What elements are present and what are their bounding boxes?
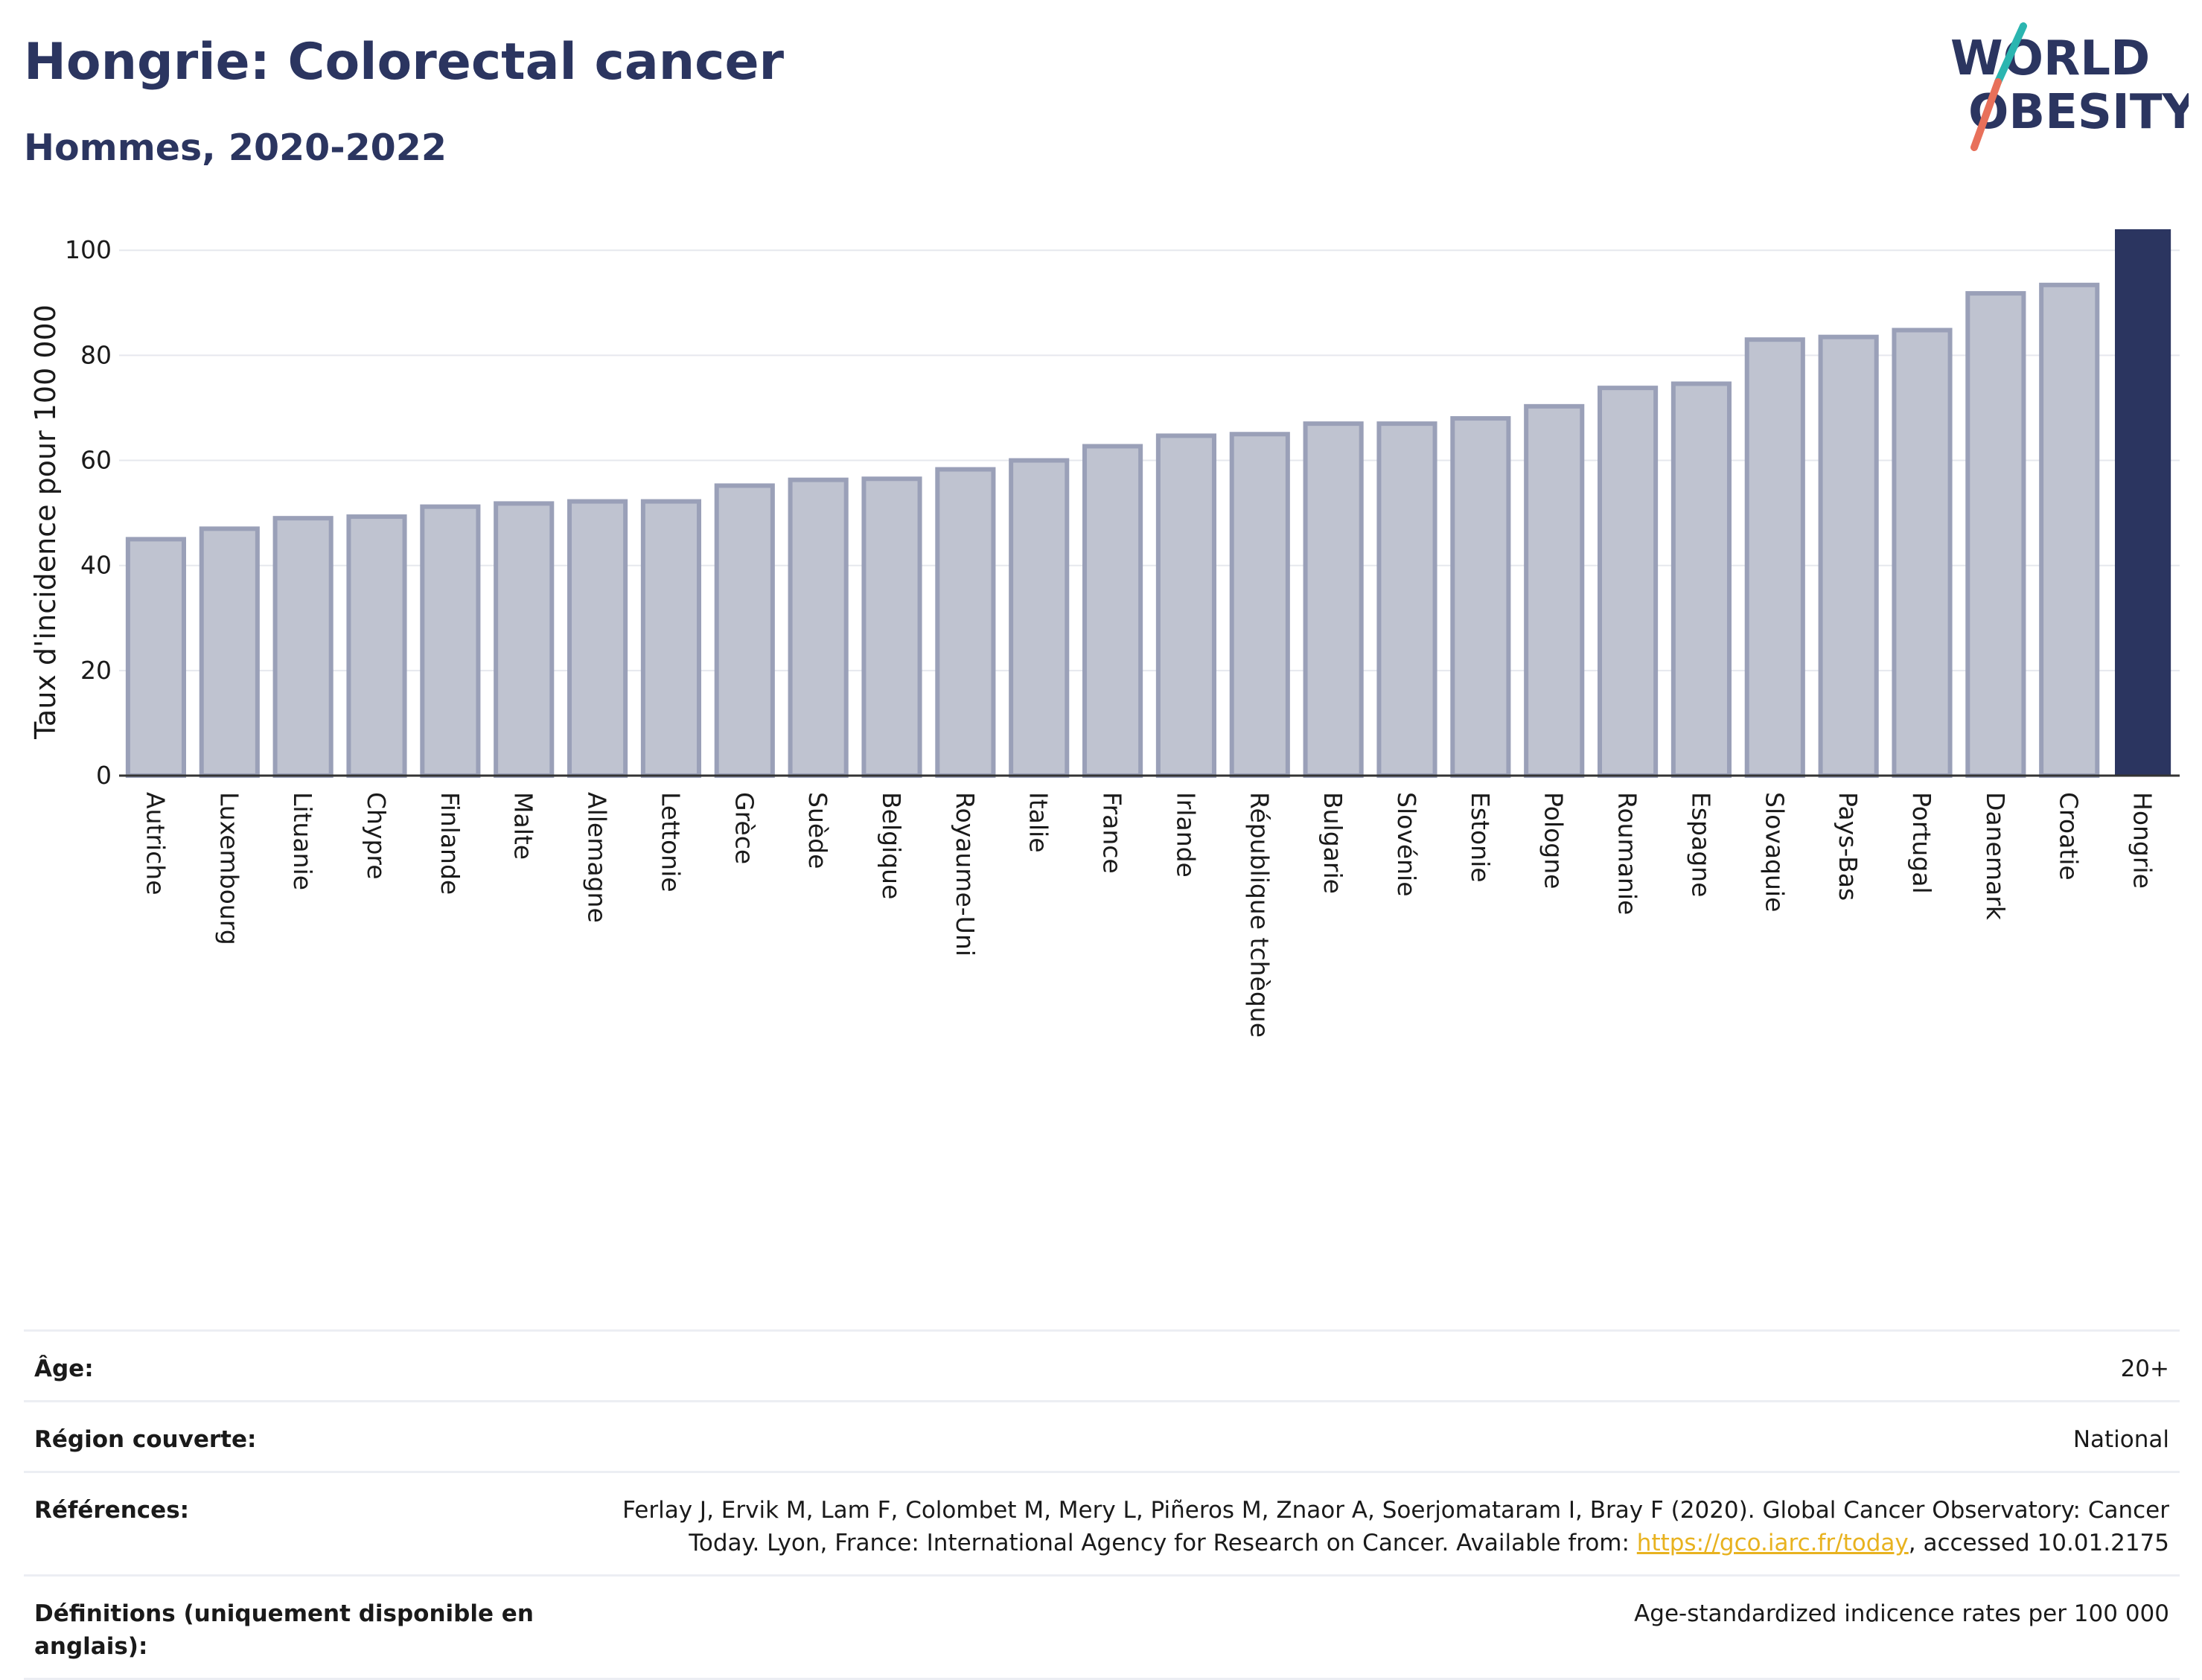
bar-slovénie	[1376, 421, 1437, 779]
info-value: National	[551, 1400, 2180, 1472]
x-tick-label: Chypre	[362, 792, 391, 880]
x-tick-label: République tchèque	[1245, 792, 1274, 1038]
bar-royaume-uni	[935, 467, 996, 779]
x-tick-label: Hongrie	[2128, 792, 2157, 889]
logo-line-2: OBESITY	[1968, 85, 2189, 140]
bar-grèce	[714, 483, 775, 779]
x-tick-label: Allemagne	[583, 792, 612, 923]
bar-france	[1082, 444, 1143, 778]
x-tick-label: Slovaquie	[1760, 792, 1789, 912]
info-label: Définitions (uniquement disponible en an…	[24, 1574, 551, 1680]
bar-estonie	[1450, 416, 1511, 778]
x-tick-label: Autriche	[141, 792, 170, 895]
info-row-region: Région couverte: National	[24, 1400, 2180, 1472]
x-tick-label: Lettonie	[656, 792, 685, 892]
x-tick-label: Irlande	[1171, 792, 1200, 878]
bar-slovaquie	[1744, 337, 1805, 778]
bar-autriche	[125, 537, 186, 779]
info-row-references: Références: Ferlay J, Ervik M, Lam F, Co…	[24, 1471, 2180, 1576]
bar-hongrie	[2115, 229, 2171, 776]
bar-espagne	[1670, 381, 1732, 778]
bar-luxembourg	[199, 526, 260, 778]
x-tick-label: Bulgarie	[1318, 792, 1347, 894]
x-tick-label: Belgique	[877, 792, 906, 899]
info-table: Âge: 20+ Région couverte: National Référ…	[24, 1329, 2180, 1680]
logo-slash-bottom	[1970, 78, 2002, 151]
reference-accessed: , accessed 10.01.2175	[1908, 1530, 2169, 1556]
bar-pays-bas	[1818, 334, 1879, 778]
bar-chypre	[346, 514, 407, 779]
x-tick-label: Grèce	[730, 792, 759, 864]
bar-république-tchèque	[1229, 432, 1290, 778]
info-row-definitions: Définitions (uniquement disponible en an…	[24, 1574, 2180, 1680]
info-value: Ferlay J, Ervik M, Lam F, Colombet M, Me…	[551, 1471, 2180, 1576]
x-tick-label: Lituanie	[288, 792, 317, 890]
chart-subtitle: Hommes, 2020-2022	[24, 127, 447, 169]
x-tick-label: Slovénie	[1392, 792, 1421, 897]
x-tick-label: Portugal	[1907, 792, 1936, 894]
y-tick-label: 60	[80, 446, 112, 475]
x-tick-label: Pologne	[1539, 792, 1568, 889]
world-obesity-logo: WORLD OBESITY	[1950, 22, 2189, 151]
info-label: Région couverte:	[24, 1400, 551, 1472]
x-tick-label: Luxembourg	[214, 792, 243, 945]
info-row-age: Âge: 20+	[24, 1329, 2180, 1402]
bar-danemark	[1965, 291, 2026, 779]
bar-belgique	[861, 476, 922, 778]
y-tick-label: 100	[65, 235, 112, 264]
bar-allemagne	[567, 499, 628, 778]
logo-slash-top	[1994, 22, 2027, 86]
x-tick-label: Croatie	[2055, 792, 2084, 881]
bar-chart: 0 20 40 60 80 100 Autriche Luxembourg Lituanie C…	[29, 229, 2180, 1038]
x-tick-label: Suède	[803, 792, 832, 869]
x-tick-label: Malte	[509, 792, 538, 860]
x-tick-label: Danemark	[1981, 792, 2010, 921]
y-tick-label: 40	[80, 551, 112, 580]
bar-italie	[1009, 458, 1070, 778]
bar-finlande	[420, 504, 481, 779]
bar-irlande	[1155, 433, 1216, 778]
info-value: 20+	[551, 1329, 2180, 1402]
bars	[125, 229, 2171, 779]
bar-malte	[494, 501, 555, 779]
chart-title: Hongrie: Colorectal cancer	[24, 33, 785, 92]
y-axis-title: Taux d'incidence pour 100 000	[29, 304, 62, 740]
bar-roumanie	[1598, 386, 1659, 778]
x-category-labels: Autriche Luxembourg Lituanie Chypre Finlande…	[141, 792, 2157, 1038]
y-tick-label: 20	[80, 656, 112, 685]
reference-link[interactable]: https://gco.iarc.fr/today	[1636, 1530, 1909, 1556]
bar-croatie	[2039, 282, 2100, 778]
x-tick-label: France	[1098, 792, 1127, 874]
x-tick-label: Pays-Bas	[1834, 792, 1863, 901]
bar-portugal	[1892, 328, 1953, 778]
bar-pologne	[1524, 403, 1585, 778]
bar-lettonie	[640, 499, 701, 778]
info-label: Âge:	[24, 1329, 551, 1402]
y-tick-label: 0	[96, 761, 112, 790]
x-tick-label: Roumanie	[1613, 792, 1642, 915]
y-tick-label: 80	[80, 340, 112, 369]
bar-lituanie	[272, 516, 334, 779]
x-tick-label: Royaume-Uni	[951, 792, 980, 956]
reference-text: Ferlay J, Ervik M, Lam F, Colombet M, Me…	[622, 1497, 2169, 1556]
info-value: Age-standardized indicence rates per 100…	[551, 1574, 2180, 1680]
logo-line-1: WORLD	[1950, 31, 2150, 86]
info-label: Références:	[24, 1471, 551, 1576]
y-tick-labels: 0 20 40 60 80 100	[65, 235, 112, 790]
x-tick-label: Espagne	[1686, 792, 1715, 897]
bar-suède	[788, 477, 849, 778]
x-tick-label: Estonie	[1466, 792, 1495, 883]
x-tick-label: Italie	[1024, 792, 1053, 853]
bar-bulgarie	[1303, 421, 1364, 779]
x-tick-label: Finlande	[435, 792, 465, 895]
